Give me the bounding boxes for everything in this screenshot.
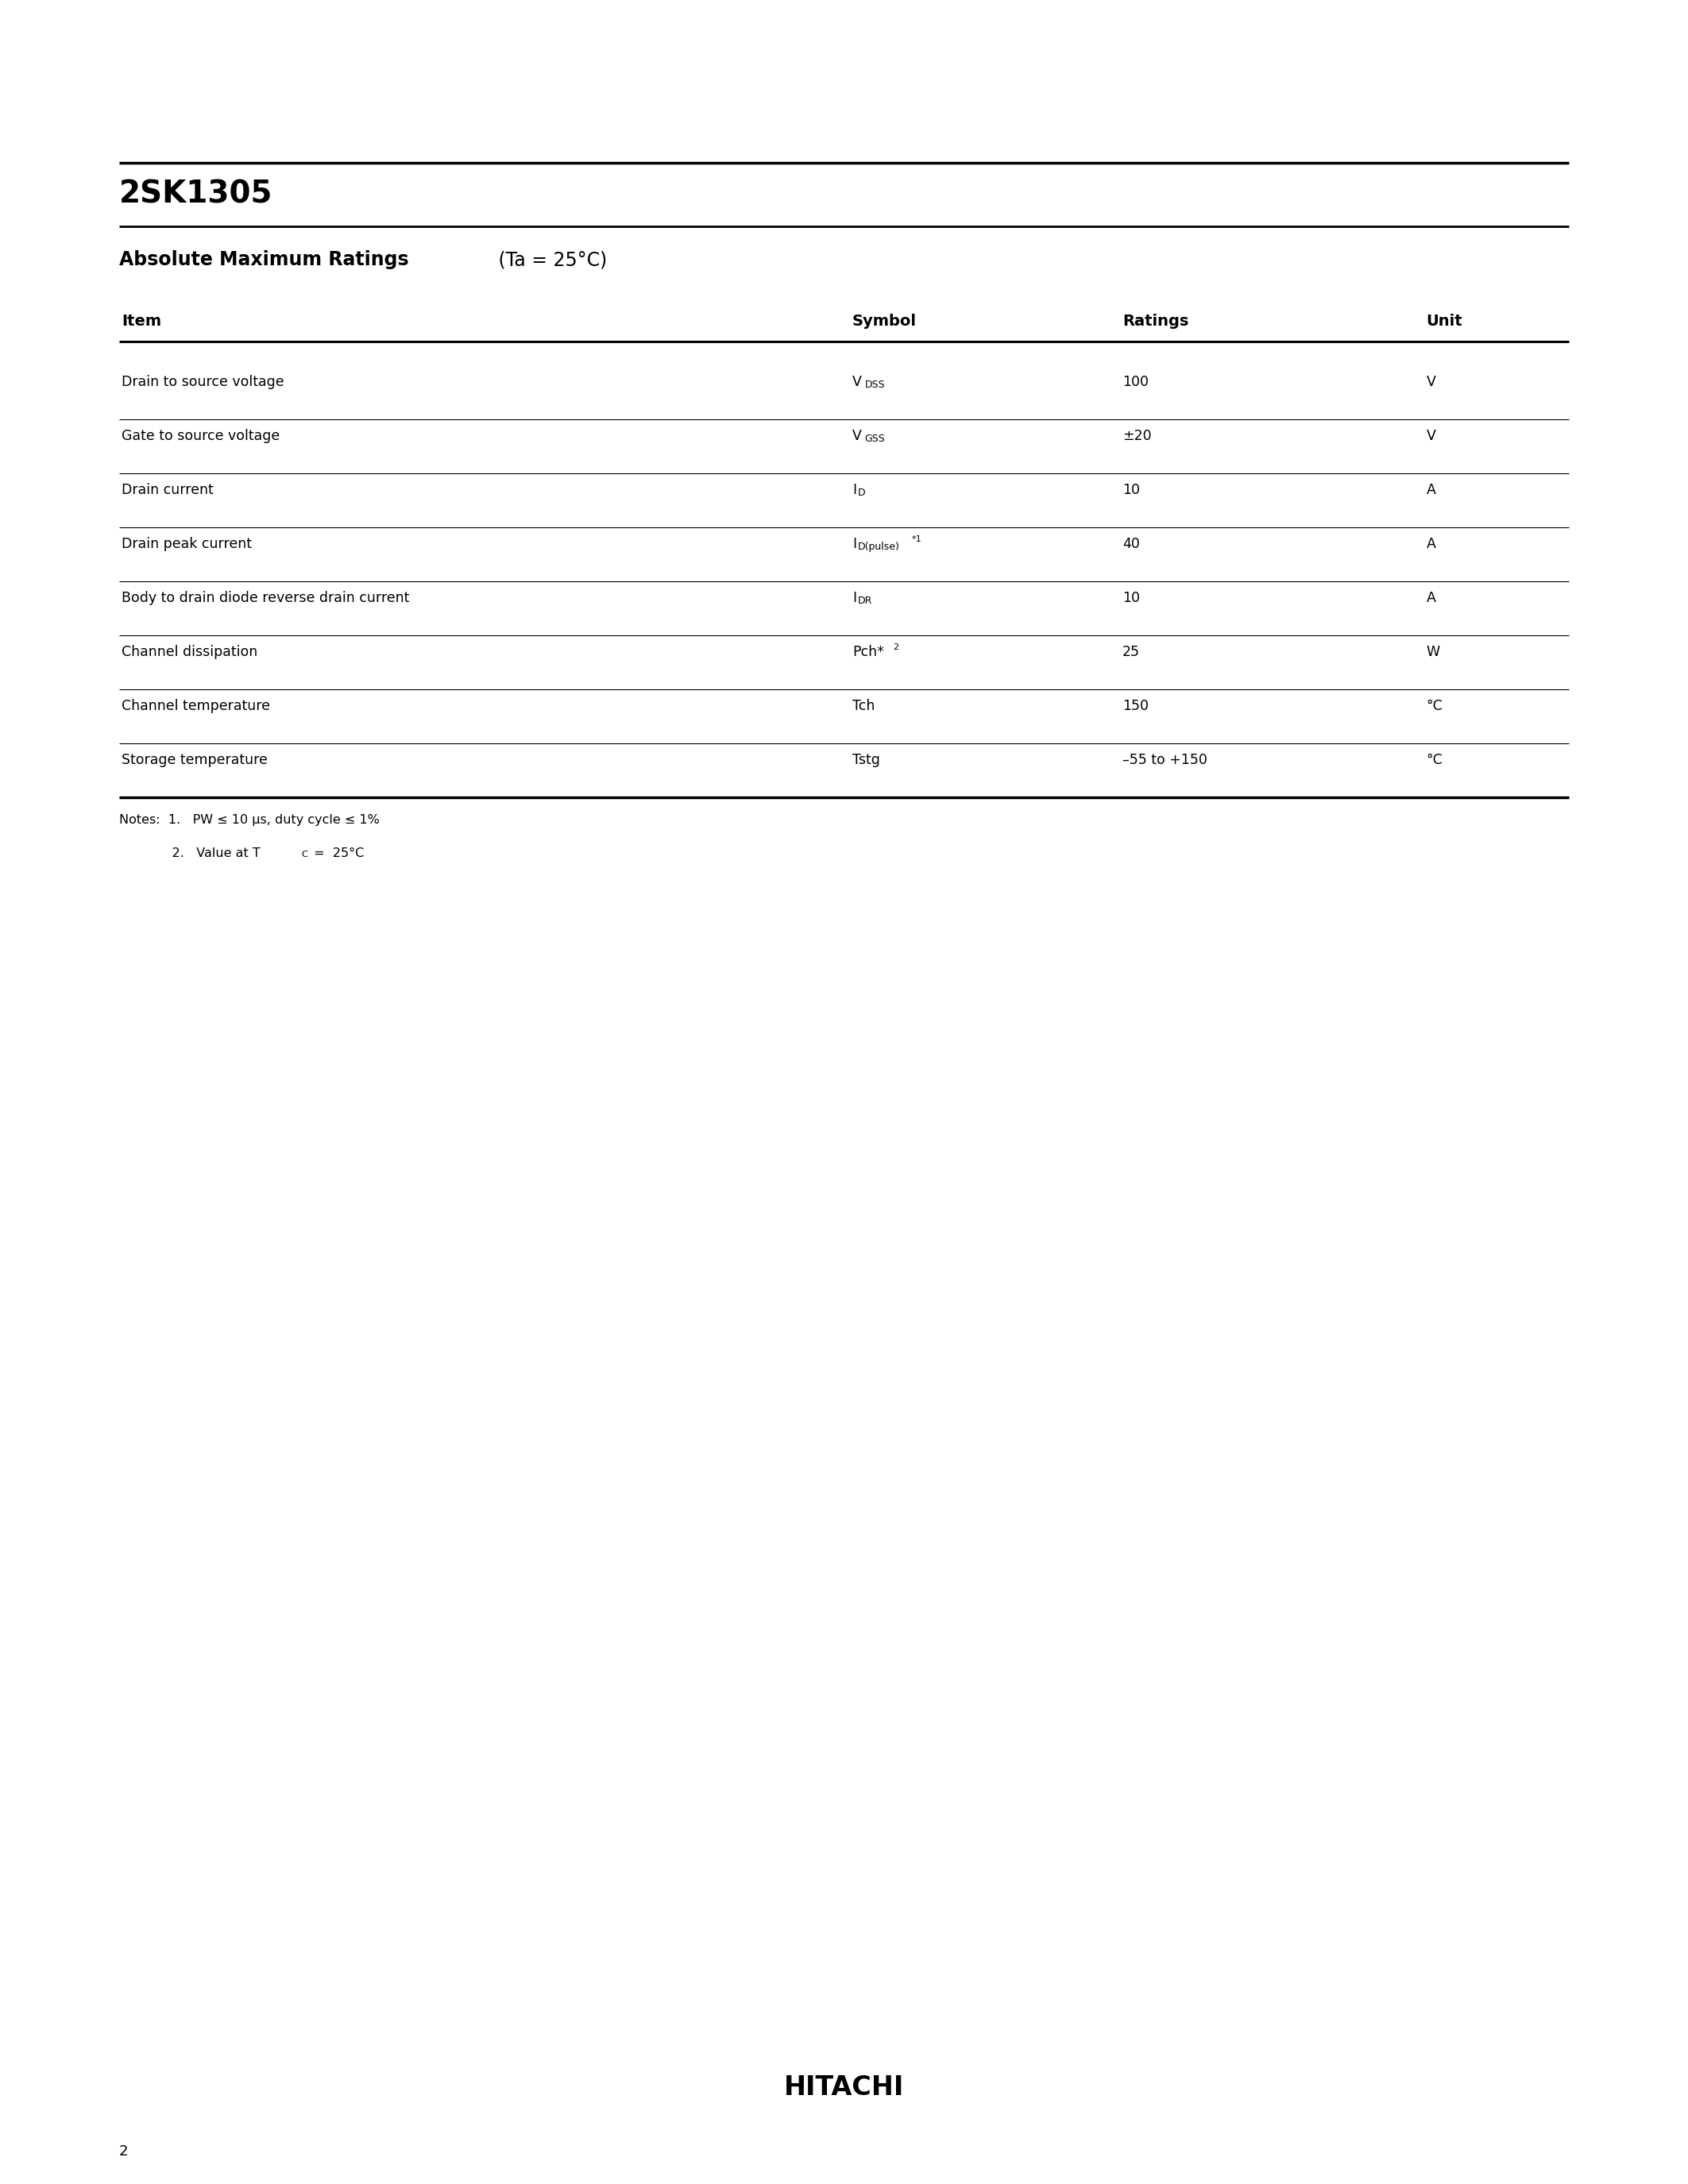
Text: DR: DR (858, 596, 873, 607)
Text: 150: 150 (1123, 699, 1150, 714)
Text: 2SK1305: 2SK1305 (120, 179, 273, 210)
Text: A: A (1426, 537, 1436, 550)
Text: I: I (852, 592, 856, 605)
Text: °C: °C (1426, 699, 1443, 714)
Text: DSS: DSS (864, 380, 885, 391)
Text: V: V (852, 376, 863, 389)
Text: =  25°C: = 25°C (309, 847, 363, 858)
Text: DSS: DSS (864, 380, 885, 391)
Text: 10: 10 (1123, 592, 1139, 605)
Text: Unit: Unit (1426, 314, 1462, 330)
Text: 100: 100 (1123, 376, 1150, 389)
Text: D(pulse): D(pulse) (858, 542, 900, 553)
Text: GSS: GSS (864, 435, 885, 443)
Text: W: W (1426, 644, 1440, 660)
Text: ±20: ±20 (1123, 428, 1151, 443)
Text: GSS: GSS (864, 435, 885, 443)
Text: 40: 40 (1123, 537, 1139, 550)
Text: I: I (852, 483, 856, 498)
Text: Ratings: Ratings (1123, 314, 1188, 330)
Text: DR: DR (858, 596, 873, 607)
Text: C: C (302, 850, 307, 858)
Text: Drain peak current: Drain peak current (122, 537, 252, 550)
Text: 10: 10 (1123, 483, 1139, 498)
Text: Absolute Maximum Ratings: Absolute Maximum Ratings (120, 251, 408, 269)
Text: Notes:  1.   PW ≤ 10 μs, duty cycle ≤ 1%: Notes: 1. PW ≤ 10 μs, duty cycle ≤ 1% (120, 815, 380, 826)
Text: 2.   Value at T: 2. Value at T (120, 847, 260, 858)
Text: A: A (1426, 592, 1436, 605)
Text: –55 to +150: –55 to +150 (1123, 753, 1207, 767)
Text: I: I (852, 537, 856, 550)
Text: Pch*: Pch* (852, 644, 885, 660)
Text: Item: Item (122, 314, 162, 330)
Text: 2: 2 (120, 2145, 128, 2158)
Text: (Ta = 25°C): (Ta = 25°C) (493, 251, 608, 269)
Text: V: V (1426, 376, 1436, 389)
Text: Gate to source voltage: Gate to source voltage (122, 428, 280, 443)
Text: V: V (852, 428, 863, 443)
Text: Symbol: Symbol (852, 314, 917, 330)
Text: Tch: Tch (852, 699, 874, 714)
Text: 25: 25 (1123, 644, 1139, 660)
Text: A: A (1426, 483, 1436, 498)
Text: D: D (858, 487, 866, 498)
Text: HITACHI: HITACHI (783, 2075, 905, 2101)
Text: V: V (1426, 428, 1436, 443)
Text: D(pulse): D(pulse) (858, 542, 900, 553)
Text: Body to drain diode reverse drain current: Body to drain diode reverse drain curren… (122, 592, 410, 605)
Text: Tstg: Tstg (852, 753, 879, 767)
Text: 2: 2 (893, 644, 900, 651)
Text: Channel temperature: Channel temperature (122, 699, 270, 714)
Text: Drain to source voltage: Drain to source voltage (122, 376, 284, 389)
Text: Drain current: Drain current (122, 483, 213, 498)
Text: °C: °C (1426, 753, 1443, 767)
Text: D: D (858, 487, 866, 498)
Text: Channel dissipation: Channel dissipation (122, 644, 258, 660)
Text: C: C (302, 850, 307, 858)
Text: Storage temperature: Storage temperature (122, 753, 268, 767)
Text: *1: *1 (912, 535, 922, 544)
